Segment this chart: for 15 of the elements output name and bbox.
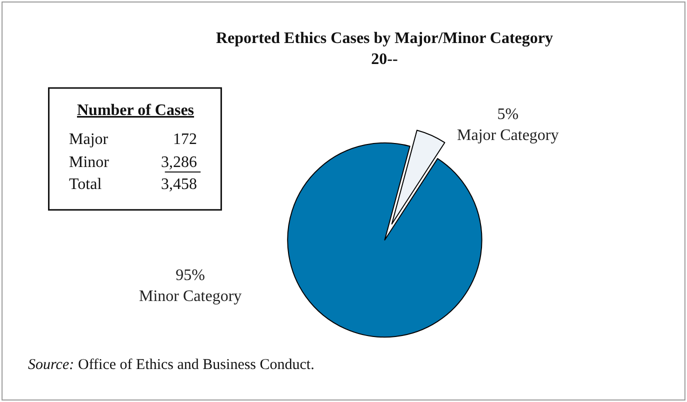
data-label: 95% — [176, 267, 205, 284]
slice-label: Minor Category — [139, 288, 242, 305]
source-note: Source: — [28, 357, 74, 373]
chart-subtitle: 20-- — [371, 50, 398, 68]
text: Office of Ethics and Business Conduct. — [78, 357, 314, 373]
text: Minor — [69, 154, 110, 171]
text: Total — [69, 176, 102, 193]
data-label: 5% — [497, 106, 519, 123]
text: Major — [69, 131, 109, 148]
text: Number of Cases — [77, 102, 194, 119]
text: 172 — [173, 131, 197, 148]
text: 3,458 — [161, 176, 197, 193]
text: 3,286 — [161, 154, 197, 171]
chart-title: Reported Ethics Cases by Major/Minor Category — [216, 30, 553, 47]
slice-label: Major Category — [457, 126, 559, 144]
